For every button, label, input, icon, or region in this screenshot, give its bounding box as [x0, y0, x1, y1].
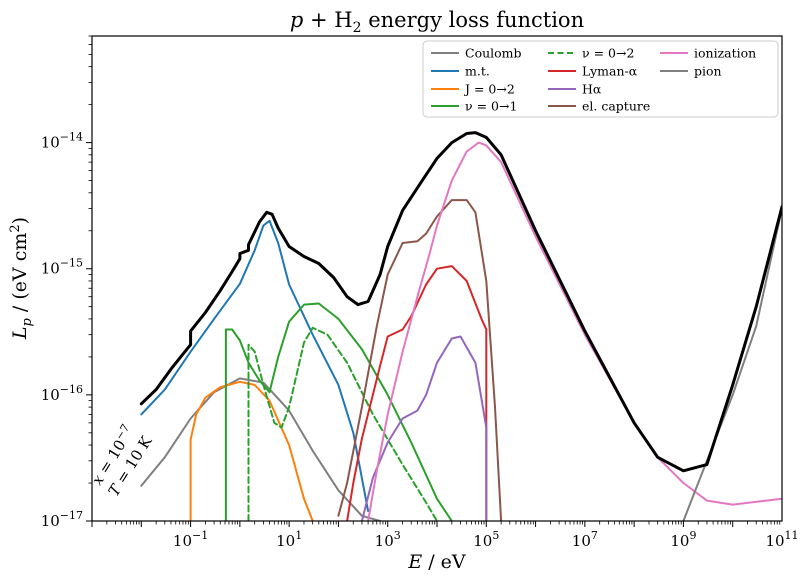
legend-label: m.t. — [465, 64, 490, 79]
y-tick-label: 10−16 — [41, 383, 83, 404]
legend: Coulomb m.t. J = 0→2 ν = 0→1 ν = 0→2 Lyman-α H… — [422, 40, 779, 118]
annotation: x = 10−7 T = 10 K — [88, 422, 156, 500]
legend-label: Coulomb — [465, 46, 522, 61]
legend-label: ν = 0→2 — [582, 46, 634, 61]
x-tick-label: 109 — [670, 529, 696, 550]
series-lines — [139, 131, 782, 521]
y-tick-label: 10−17 — [41, 509, 83, 530]
series-line-0-2 — [247, 326, 438, 521]
legend-label: pion — [694, 64, 722, 79]
plot-frame — [91, 35, 783, 522]
y-tick-label: 10−14 — [41, 131, 83, 152]
series-line-lyman — [346, 265, 488, 521]
legend-label: ν = 0→1 — [465, 99, 517, 114]
x-tick-label: 1011 — [765, 529, 798, 550]
series-line-el-capture — [337, 199, 503, 521]
legend-box — [422, 40, 779, 118]
series-line-j-0-2 — [189, 380, 314, 521]
series-line-m-t — [140, 219, 370, 512]
x-tick-label: 107 — [572, 529, 598, 550]
x-tick-label: 103 — [375, 529, 401, 550]
legend-label: ionization — [694, 46, 756, 61]
y-axis-label: Lp / (eV cm2) — [8, 217, 35, 340]
legend-label: J = 0→2 — [463, 82, 515, 97]
legend-label: el. capture — [582, 99, 650, 114]
x-tick-label: 105 — [473, 529, 499, 550]
x-tick-label: 101 — [276, 529, 302, 550]
x-axis-label: E / eV — [407, 551, 466, 573]
series-line-h — [360, 335, 488, 521]
x-tick-label: 10−1 — [173, 529, 208, 550]
series-line-pion — [682, 207, 782, 521]
series-line-0-1 — [224, 302, 453, 521]
legend-label: Hα — [582, 82, 602, 97]
series-line-ionization — [367, 141, 782, 521]
series-line-total — [139, 131, 782, 473]
series-line-coulomb — [140, 377, 382, 521]
chart-title: p + H2 energy loss function — [290, 8, 584, 36]
y-tick-label: 10−15 — [41, 257, 83, 278]
legend-label: Lyman-α — [582, 64, 638, 79]
